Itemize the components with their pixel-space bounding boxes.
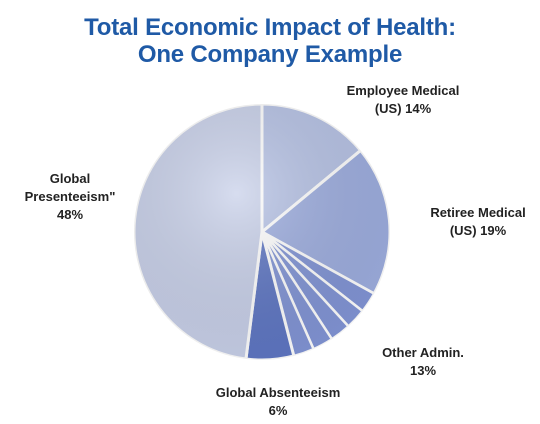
chart-title-line-2: One Company Example bbox=[137, 41, 403, 68]
slice-label-global-absenteeism: Global Absenteeism 6% bbox=[198, 384, 358, 420]
slice-label-global-presenteeism: Global Presenteeism" 48% bbox=[10, 170, 130, 224]
slice-label-employee-medical: Employee Medical (US) 14% bbox=[338, 82, 468, 118]
pie-slices bbox=[132, 102, 392, 362]
chart-title-line-1: Total Economic Impact of Health: bbox=[84, 14, 456, 41]
slice-label-line: Global bbox=[49, 171, 91, 186]
slice-label-line: Other Admin. bbox=[382, 345, 464, 360]
slice-label-line: 48% bbox=[56, 207, 84, 222]
slice-label-line: Presenteeism" bbox=[24, 189, 116, 204]
slice-label-line: Employee Medical bbox=[346, 83, 460, 98]
slice-label-line: 13% bbox=[409, 363, 437, 378]
slice-label-retiree-medical: Retiree Medical (US) 19% bbox=[418, 204, 538, 240]
slice-label-line: Retiree Medical bbox=[430, 205, 526, 220]
slice-label-line: (US) 19% bbox=[449, 223, 507, 238]
slice-label-other-admin: Other Admin. 13% bbox=[368, 344, 478, 380]
slice-label-line: 6% bbox=[268, 403, 288, 418]
slice-label-line: (US) 14% bbox=[374, 101, 432, 116]
slice-label-line: Global Absenteeism bbox=[215, 385, 341, 400]
pie-shading bbox=[134, 104, 390, 360]
